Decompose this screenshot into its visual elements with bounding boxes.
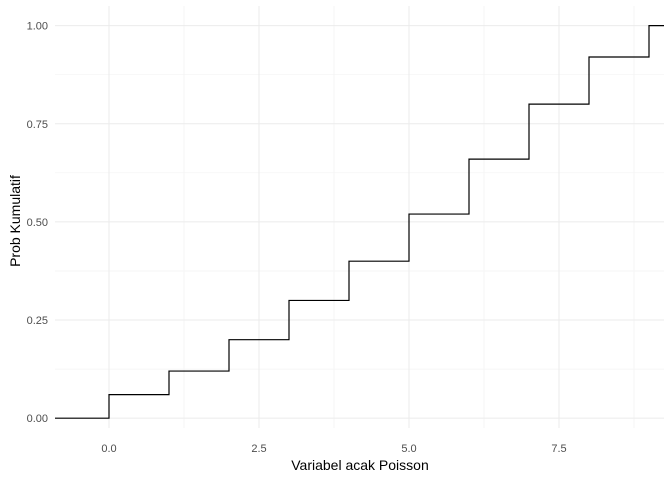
y-tick-label: 1.00 (27, 21, 48, 33)
y-tick-label: 0.00 (27, 413, 48, 425)
x-tick-label: 5.0 (401, 443, 416, 455)
major-gridlines (55, 6, 664, 428)
minor-gridlines (55, 6, 664, 428)
x-tick-label: 0.0 (101, 443, 116, 455)
x-tick-label: 7.5 (551, 443, 566, 455)
series-group (55, 25, 664, 419)
step-series-line-0 (55, 25, 664, 419)
y-tick-labels: 0.00 0.25 0.50 0.75 1.00 (27, 21, 48, 426)
y-tick-label: 0.25 (27, 315, 48, 327)
y-axis-title: Prob Kumulatif (7, 175, 23, 267)
x-tick-label: 2.5 (251, 443, 266, 455)
x-axis-title: Variabel acak Poisson (291, 457, 428, 473)
y-tick-label: 0.50 (27, 217, 48, 229)
y-tick-label: 0.75 (27, 119, 48, 131)
x-tick-labels: 0.0 2.5 5.0 7.5 (101, 443, 566, 455)
